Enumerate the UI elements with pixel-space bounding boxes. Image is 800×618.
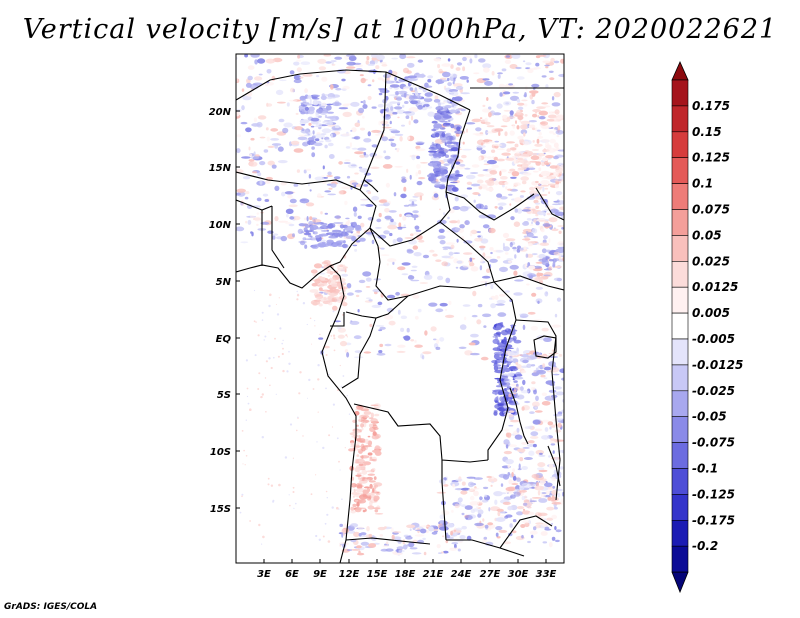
lon-label: 6E — [285, 569, 299, 580]
colorbar: 0.175 0.15 0.125 0.1 0.075 0.05 0.025 0.0125 0.0… — [671, 61, 743, 594]
colorbar-label: 0.0125 — [692, 280, 738, 294]
colorbar-label: 0.1 — [692, 177, 713, 191]
lon-label: 18E — [395, 569, 416, 580]
colorbar-swatch — [671, 468, 689, 495]
lon-label: 9E — [313, 569, 327, 580]
colorbar-label: -0.0125 — [692, 358, 743, 372]
colorbar-label: -0.075 — [692, 436, 735, 450]
border-nigeria-cameroon — [329, 189, 377, 267]
lon-label: 21E — [423, 569, 444, 580]
colorbar-bottom-arrow — [671, 571, 689, 594]
border-mozambique — [499, 515, 553, 549]
lon-label: 30E — [508, 569, 529, 580]
lon-label: 3E — [257, 569, 271, 580]
border-drc-angola — [353, 403, 489, 463]
colorbar-swatch — [671, 364, 689, 392]
colorbar-swatch — [671, 157, 689, 184]
colorbar-label: -0.05 — [692, 410, 727, 424]
colorbar-swatch — [671, 235, 689, 262]
lat-label: EQ — [216, 334, 232, 345]
lake-malawi — [547, 445, 561, 487]
lake-tanganyika — [509, 387, 529, 445]
colorbar-swatch — [671, 545, 689, 573]
colorbar-label: 0.025 — [692, 254, 730, 268]
colorbar-swatch — [671, 105, 689, 133]
border-cameroon-east — [369, 227, 381, 263]
lon-label: 12E — [339, 569, 360, 580]
colorbar-swatch — [671, 312, 689, 340]
country-borders — [236, 69, 564, 563]
colorbar-swatch — [671, 131, 689, 159]
lake-victoria — [533, 335, 557, 359]
border-chad-east — [439, 109, 471, 223]
border-gabon — [330, 312, 345, 327]
velocity-field — [236, 54, 564, 556]
border-south-sudan — [493, 275, 564, 291]
colorbar-swatch — [671, 416, 689, 443]
border-ethiopia — [535, 187, 564, 221]
lat-label: 10N — [209, 220, 232, 231]
colorbar-label: -0.2 — [692, 539, 718, 553]
border-sudan-west — [445, 191, 535, 221]
colorbar-swatch — [671, 286, 689, 314]
lat-label: 20N — [209, 107, 232, 118]
lat-label: 5S — [217, 390, 231, 401]
border-tanzania — [515, 319, 561, 501]
colorbar-label: -0.125 — [692, 487, 735, 501]
colorbar-swatch — [671, 442, 689, 469]
colorbar-label: -0.1 — [692, 462, 718, 476]
colorbar-swatch — [671, 209, 689, 236]
colorbar-swatch — [671, 79, 689, 107]
colorbar-label: -0.005 — [692, 332, 735, 346]
colorbar-label: -0.025 — [692, 384, 735, 398]
lat-label: 15S — [210, 504, 231, 515]
colorbar-label: 0.15 — [692, 125, 722, 139]
coastline-west-africa — [236, 264, 357, 563]
colorbar-swatch — [671, 390, 689, 417]
colorbar-label: 0.125 — [692, 151, 730, 165]
lon-label: 27E — [480, 569, 501, 580]
latitude-labels: 20N 15N 10N 5N EQ 5S 10S 15S — [209, 107, 240, 515]
chart-title: Vertical velocity [m/s] at 1000hPa, VT: … — [22, 14, 778, 45]
border-zambia-south — [446, 539, 525, 557]
border-rc-drc — [341, 317, 377, 389]
colorbar-swatch — [671, 338, 689, 366]
colorbar-top-arrow — [671, 61, 689, 81]
lat-label: 15N — [209, 163, 232, 174]
border-niger-nigeria — [236, 171, 361, 191]
border-libya-chad — [385, 71, 471, 111]
lon-label: 33E — [536, 569, 557, 580]
border-angola-zambia — [441, 460, 447, 541]
lon-label: 15E — [367, 569, 388, 580]
lat-label: 5N — [216, 277, 232, 288]
colorbar-swatch — [671, 494, 689, 521]
longitude-labels: 3E 6E 9E 12E 15E 18E 21E 24E 27E 30E 33E — [257, 559, 557, 580]
footer-credit: GrADS: IGES/COLA — [4, 602, 98, 612]
colorbar-label: -0.175 — [692, 513, 735, 527]
border-niger-north — [236, 69, 387, 101]
colorbar-swatch — [671, 260, 689, 288]
colorbar-label: 0.005 — [692, 306, 730, 320]
border-namibia — [345, 537, 431, 545]
colorbar-label: 0.075 — [692, 203, 730, 217]
border-drc-east — [487, 281, 517, 460]
border-benin-nigeria — [271, 206, 285, 269]
lon-label: 24E — [451, 569, 472, 580]
border-car-north — [369, 221, 495, 283]
colorbar-label: 0.05 — [692, 228, 722, 242]
colorbar-swatch — [671, 183, 689, 210]
lat-label: 10S — [210, 447, 231, 458]
lake-chad — [363, 179, 379, 193]
colorbar-swatch — [671, 519, 689, 547]
border-burkina — [236, 199, 273, 211]
map-frame — [235, 53, 565, 564]
colorbar-label: 0.175 — [692, 99, 730, 113]
